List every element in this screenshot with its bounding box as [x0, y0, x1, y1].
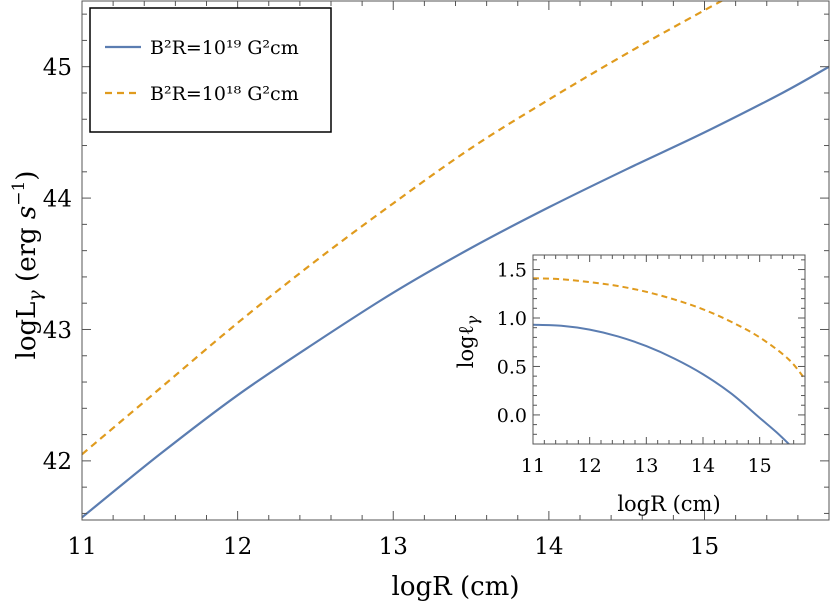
main-x-tick-label: 14 [534, 534, 563, 560]
main-plot: 11 12 13 14 15 42 43 44 45 logR (cm) logLγ (erg s−… [9, 0, 830, 602]
main-series-dashed-line [82, 1, 724, 456]
inset-x-tick-label: 12 [578, 455, 602, 477]
main-y-tick-label: 44 [43, 186, 72, 212]
inset-x-tick-label: 14 [691, 455, 715, 477]
main-x-axis-title: logR (cm) [392, 572, 520, 602]
legend-box [89, 7, 332, 133]
inset-y-tick-label: 1.0 [497, 308, 527, 330]
legend: B²R=10¹⁹ G²cm B²R=10¹⁸ G²cm [89, 7, 332, 133]
inset-series-solid-line [533, 323, 791, 444]
main-y-axis-title: logLγ (erg s−1) [9, 171, 46, 360]
inset-background [533, 255, 805, 444]
inset-y-tick-label: 1.5 [497, 259, 527, 281]
inset-y-tick-label: 0.5 [497, 356, 527, 378]
main-y-tick-label: 43 [43, 318, 72, 344]
main-y-tick-label: 45 [43, 55, 72, 81]
main-x-tick-label: 13 [379, 534, 408, 560]
inset-y-axis-title: logℓγ [454, 315, 482, 368]
inset-x-tick-label: 11 [521, 455, 545, 477]
inset-plot: 11 12 13 14 15 0.0 0.5 1.0 1.5 logR (cm) logℓγ [454, 254, 806, 516]
legend-entry-label: B²R=10¹⁹ G²cm [150, 37, 299, 59]
legend-entry-label: B²R=10¹⁸ G²cm [150, 83, 299, 105]
inset-x-tick-label: 15 [748, 455, 772, 477]
inset-y-tick-label: 0.0 [497, 405, 527, 427]
inset-series-dashed-line [533, 277, 805, 380]
main-x-tick-label: 11 [67, 534, 96, 560]
main-series-solid-line [82, 65, 829, 519]
main-x-tick-label: 15 [690, 534, 719, 560]
inset-x-axis-title: logR (cm) [617, 492, 720, 516]
main-y-tick-label: 42 [43, 449, 72, 475]
main-x-tick-label: 12 [223, 534, 252, 560]
inset-x-tick-label: 13 [634, 455, 658, 477]
